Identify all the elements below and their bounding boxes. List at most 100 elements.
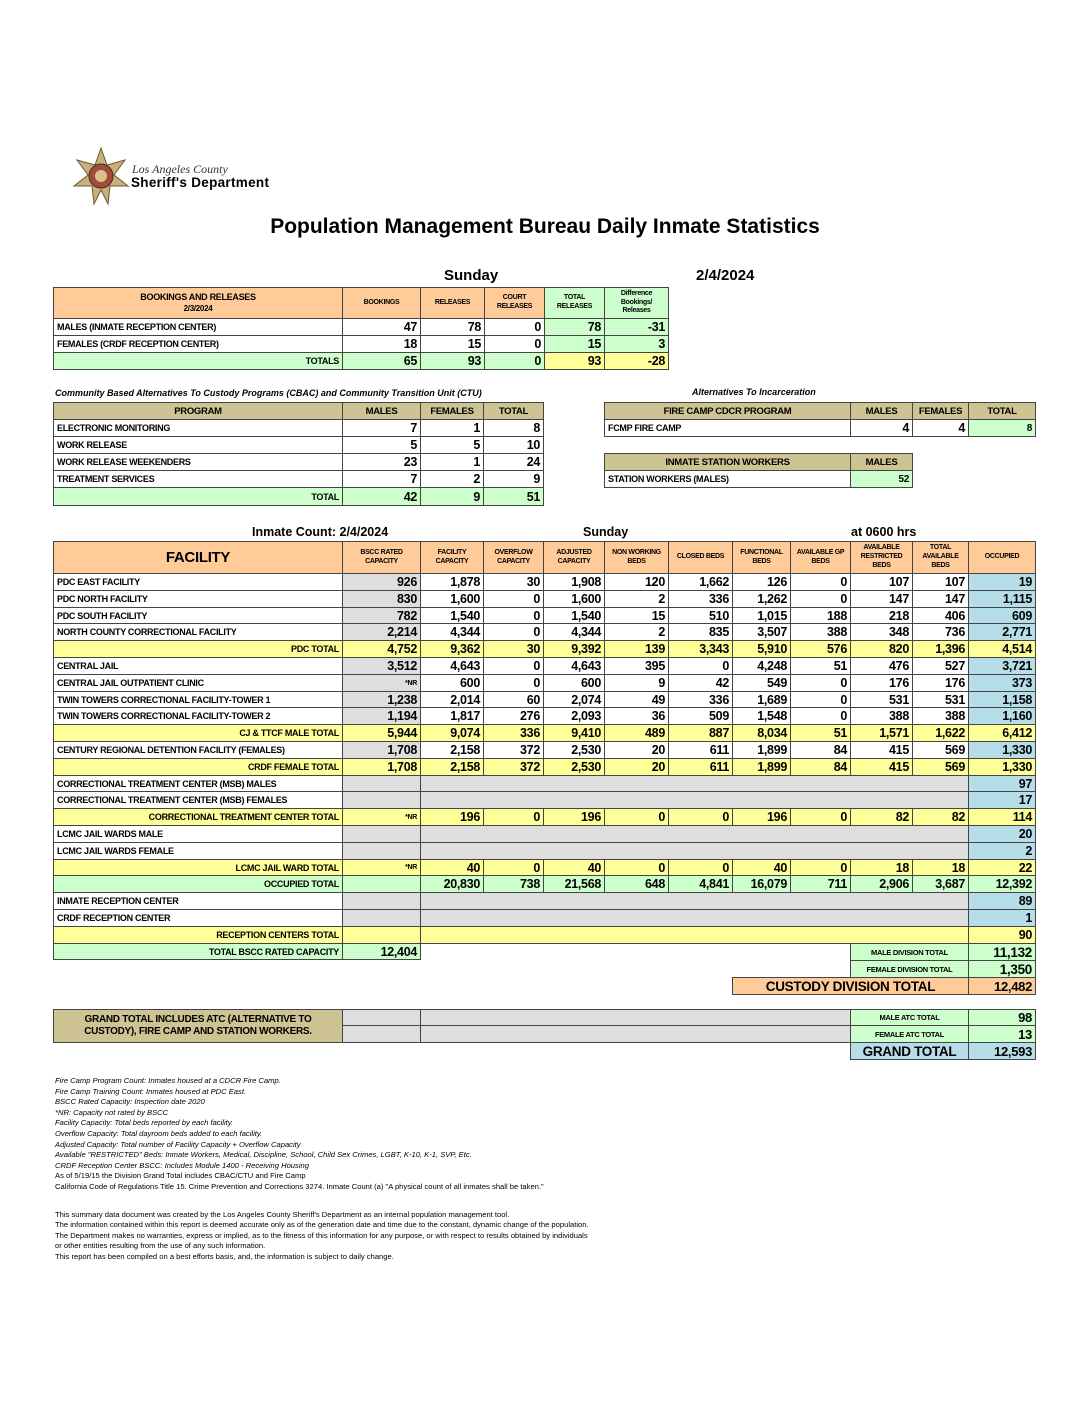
grand-empty-cell [420, 1009, 851, 1026]
facility-column-header: OVERFLOW CAPACITY [483, 541, 544, 574]
subtotal-label: CORRECTIONAL TREATMENT CENTER TOTAL [53, 808, 343, 826]
footnote: California Code of Regulations Title 15.… [55, 1182, 544, 1191]
subtotal-value: 20,830 [420, 875, 484, 893]
facility-value: 2,074 [543, 691, 605, 708]
cbac-value: 8 [483, 419, 544, 437]
occupied-value: 20 [968, 825, 1036, 843]
subtotal-value: 40 [732, 859, 791, 876]
subtotal-value: *NR [342, 859, 421, 876]
bookings-row-label: FEMALES (CRDF RECEPTION CENTER) [53, 335, 343, 353]
facility-value: 415 [850, 741, 913, 759]
facility-value: 176 [850, 674, 913, 692]
facility-value: 126 [732, 573, 791, 591]
subtotal-value: 2,158 [420, 758, 484, 776]
subtotal-value: 611 [668, 758, 733, 776]
facility-name: TWIN TOWERS CORRECTIONAL FACILITY-TOWER … [53, 691, 343, 708]
bookings-header: BOOKINGS AND RELEASES 2/3/2024 [53, 287, 343, 319]
cbac-total-value: 9 [420, 487, 484, 506]
subtotal-value: 4,841 [668, 875, 733, 893]
subtotal-value: 40 [543, 859, 605, 876]
bscc-total-label: TOTAL BSCC RATED CAPACITY [53, 943, 343, 960]
disclaimer-line: The Department makes no warranties, expr… [55, 1230, 588, 1240]
bookings-value: 15 [420, 335, 485, 353]
fire-camp-value: 4 [912, 419, 969, 437]
bookings-column-header: Difference Bookings/ Releases [604, 287, 669, 319]
subtotal-value: 2,530 [543, 758, 605, 776]
subtotal-value: 0 [790, 859, 851, 876]
fire-camp-label: FCMP FIRE CAMP [604, 419, 851, 437]
facility-value: 1,600 [543, 590, 605, 608]
footnote: Fire Camp Training Count: Inmates housed… [55, 1086, 247, 1096]
facility-value: 1,540 [420, 607, 484, 624]
logo-county: Los Angeles County [132, 162, 228, 176]
merged-empty-cell [420, 791, 969, 809]
subtotal-value: 0 [604, 808, 669, 826]
cbac-total-label: TOTAL [53, 487, 343, 506]
station-workers-header: INMATE STATION WORKERS [604, 453, 851, 471]
cbac-value: 23 [342, 453, 421, 471]
facility-value: 1,238 [342, 691, 421, 708]
facility-value: 4,344 [420, 623, 484, 641]
bscc-empty-cell [342, 791, 421, 809]
subtotal-value: 51 [790, 724, 851, 742]
bookings-value: -31 [604, 318, 669, 336]
occupied-value: 1 [968, 909, 1036, 927]
cbac-program: WORK RELEASE [53, 436, 343, 454]
subtotal-label: CRDF FEMALE TOTAL [53, 758, 343, 776]
subtotal-value: 82 [850, 808, 913, 826]
facility-value: 0 [668, 657, 733, 675]
subtotal-value: 196 [732, 808, 791, 826]
facility-value: 0 [483, 590, 544, 608]
facility-value: 218 [850, 607, 913, 624]
bscc-empty-cell [342, 892, 421, 910]
facility-value: 0 [483, 623, 544, 641]
facility-value: 388 [912, 707, 969, 725]
occupied-value: 609 [968, 607, 1036, 624]
facility-value: 830 [342, 590, 421, 608]
merged-empty-cell [420, 775, 969, 792]
bookings-total-value: -28 [604, 352, 669, 370]
facility-value: 147 [850, 590, 913, 608]
bookings-value: 3 [604, 335, 669, 353]
female-atc-total: 13 [968, 1025, 1036, 1043]
merged-empty-cell [420, 842, 969, 860]
occupied-value: 3,721 [968, 657, 1036, 675]
subtotal-value: 6,412 [968, 724, 1036, 742]
bookings-totals-label: TOTALS [53, 352, 343, 370]
facility-value: 276 [483, 707, 544, 725]
subtotal-value: 0 [668, 808, 733, 826]
facility-value: 782 [342, 607, 421, 624]
cbac-program: WORK RELEASE WEEKENDERS [53, 453, 343, 471]
merged-empty-cell [420, 892, 969, 910]
facility-value: 42 [668, 674, 733, 692]
report-day: Sunday [444, 267, 499, 284]
facility-value: 510 [668, 607, 733, 624]
cbac-value: 2 [420, 470, 484, 488]
bookings-column-header: TOTAL RELEASES [544, 287, 605, 319]
cbac-column-header: TOTAL [483, 402, 544, 420]
cbac-total-value: 42 [342, 487, 421, 506]
facility-column-header: CLOSED BEDS [668, 541, 733, 574]
facility-name: TWIN TOWERS CORRECTIONAL FACILITY-TOWER … [53, 707, 343, 725]
subtotal-value: 18 [850, 859, 913, 876]
facility-value: 336 [668, 691, 733, 708]
subtotal-value: 2,906 [850, 875, 913, 893]
facility-value: 395 [604, 657, 669, 675]
subtotal-value: 415 [850, 758, 913, 776]
bookings-value: 18 [342, 335, 421, 353]
facility-name: PDC EAST FACILITY [53, 573, 343, 591]
cbac-column-header: FEMALES [420, 402, 484, 420]
bookings-value: 47 [342, 318, 421, 336]
facility-value: 1,708 [342, 741, 421, 759]
subtotal-value: 114 [968, 808, 1036, 826]
facility-value: 4,643 [543, 657, 605, 675]
facility-value: 2 [604, 590, 669, 608]
occupied-value: 373 [968, 674, 1036, 692]
facility-value: 835 [668, 623, 733, 641]
subtotal-value: 8,034 [732, 724, 791, 742]
subtotal-value: 711 [790, 875, 851, 893]
bscc-empty-cell [342, 842, 421, 860]
facility-value: 0 [790, 573, 851, 591]
footnote: BSCC Rated Capacity: Inspection date 202… [55, 1097, 205, 1107]
bookings-total-value: 93 [420, 352, 485, 370]
